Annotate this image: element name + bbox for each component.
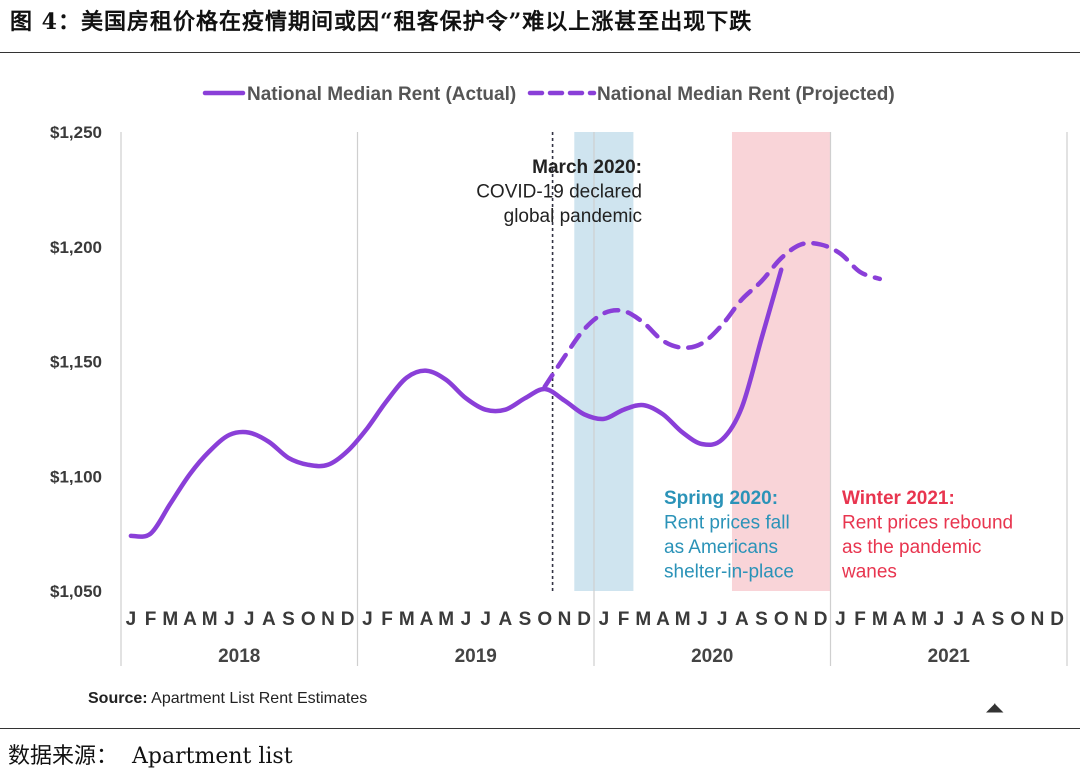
- actual-rent-line: [128, 267, 784, 539]
- legend-entry: National Median Rent (Actual): [247, 84, 516, 105]
- x-month-label: M: [162, 609, 178, 630]
- annotation-line: Winter 2021:: [842, 488, 955, 509]
- x-month-label: A: [893, 609, 907, 630]
- x-month-label: O: [537, 609, 552, 630]
- x-month-label: F: [854, 609, 866, 630]
- x-month-label: J: [934, 609, 945, 630]
- band-spring-2020: [574, 132, 634, 591]
- x-month-label: M: [635, 609, 651, 630]
- annotations: March 2020: COVID-19 declared global pande…: [476, 157, 1013, 583]
- source-note: Source: Apartment List Rent Estimates: [88, 690, 367, 708]
- x-month-label: F: [381, 609, 393, 630]
- highlight-bands: [574, 132, 831, 591]
- annotation-line: Spring 2020:: [664, 488, 778, 509]
- x-month-label: M: [911, 609, 927, 630]
- x-month-label: D: [1050, 609, 1064, 630]
- x-month-label: J: [224, 609, 235, 630]
- y-tick-label: $1,100: [50, 467, 102, 486]
- annotation-line: as Americans: [664, 537, 778, 558]
- x-year-label: 2021: [928, 646, 971, 667]
- y-tick-label: $1,250: [50, 123, 102, 142]
- band-winter-2021: [731, 132, 831, 591]
- figure-title: 图 4：美国房租价格在疫情期间或因“租客保护令”难以上涨甚至出现下跌: [10, 9, 753, 35]
- footer-source: 数据来源： Apartment list: [8, 738, 293, 770]
- annotation-line: COVID-19 declared: [476, 182, 642, 203]
- x-month-label: D: [577, 609, 591, 630]
- x-month-label: J: [717, 609, 728, 630]
- x-month-label: N: [558, 609, 572, 630]
- x-month-label: N: [1031, 609, 1045, 630]
- y-tick-label: $1,200: [50, 238, 102, 257]
- x-month-label: A: [498, 609, 512, 630]
- y-axis: $1,050 $1,100 $1,150 $1,200 $1,250: [50, 123, 102, 601]
- x-month-label: D: [341, 609, 355, 630]
- x-month-label: D: [814, 609, 828, 630]
- x-month-label: S: [519, 609, 532, 630]
- annotation-line: shelter-in-place: [664, 562, 794, 583]
- x-year-label: 2019: [455, 646, 497, 667]
- x-month-label: J: [461, 609, 472, 630]
- x-month-label: J: [480, 609, 491, 630]
- annotation-line: March 2020:: [532, 157, 642, 178]
- legend: National Median Rent (Actual) National Me…: [202, 84, 895, 105]
- annotation-line: Rent prices fall: [664, 513, 790, 534]
- x-month-label: A: [262, 609, 276, 630]
- y-tick-label: $1,050: [50, 582, 102, 601]
- x-month-label: J: [599, 609, 610, 630]
- x-month-label: J: [835, 609, 846, 630]
- y-tick-label: $1,150: [50, 353, 102, 372]
- x-month-label: O: [1010, 609, 1025, 630]
- annotation-line: global pandemic: [504, 206, 642, 227]
- x-month-label: J: [362, 609, 373, 630]
- source-value: Apartment List Rent Estimates: [151, 690, 368, 707]
- year-gridlines: [120, 132, 1068, 666]
- bottom-rule: [0, 728, 1080, 729]
- x-month-label: J: [126, 609, 137, 630]
- x-month-label: F: [145, 609, 157, 630]
- series-lines: [128, 240, 883, 539]
- x-month-label: A: [420, 609, 434, 630]
- annotation-line: Rent prices rebound: [842, 513, 1013, 534]
- projected-rent-line: [542, 240, 883, 389]
- footer-value: Apartment list: [132, 744, 293, 769]
- footer-label: 数据来源：: [8, 744, 119, 769]
- x-month-label: S: [755, 609, 768, 630]
- x-month-label: O: [774, 609, 789, 630]
- x-month-label: M: [399, 609, 415, 630]
- x-month-label: J: [697, 609, 708, 630]
- x-month-label: F: [618, 609, 630, 630]
- x-month-label: A: [656, 609, 670, 630]
- x-month-label: S: [992, 609, 1005, 630]
- x-month-label: M: [675, 609, 691, 630]
- annotation-line: wanes: [841, 562, 897, 583]
- logo-mark-icon: ◢◣: [986, 700, 1003, 714]
- x-month-label: A: [183, 609, 197, 630]
- x-month-label: O: [301, 609, 316, 630]
- x-year-label: 2020: [691, 646, 733, 667]
- x-month-label: N: [321, 609, 335, 630]
- x-month-label: A: [735, 609, 749, 630]
- x-year-label: 2018: [218, 646, 260, 667]
- source-label: Source:: [88, 690, 148, 707]
- x-month-label: N: [794, 609, 808, 630]
- x-month-label: M: [202, 609, 218, 630]
- x-month-label: J: [953, 609, 964, 630]
- legend-entry: National Median Rent (Projected): [597, 84, 895, 105]
- top-rule: [0, 52, 1080, 53]
- annotation-line: as the pandemic: [842, 537, 981, 558]
- x-month-label: S: [282, 609, 295, 630]
- x-month-label: M: [438, 609, 454, 630]
- x-month-label: M: [872, 609, 888, 630]
- x-month-label: A: [971, 609, 985, 630]
- x-month-label: J: [244, 609, 255, 630]
